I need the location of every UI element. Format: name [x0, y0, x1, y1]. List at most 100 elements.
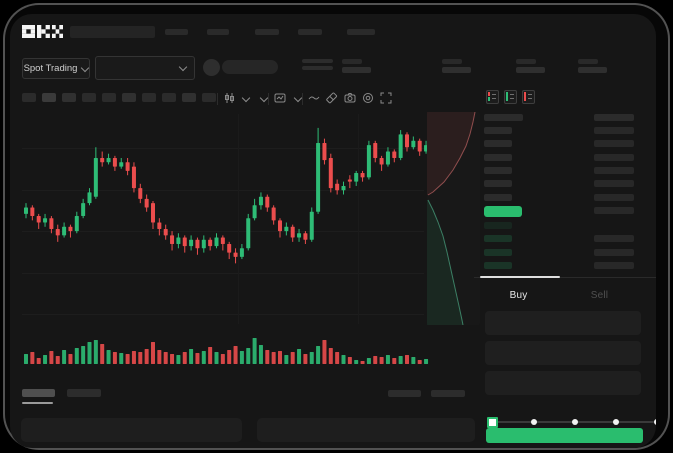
bid-row-price-placeholder[interactable]	[484, 261, 512, 269]
stat-label-placeholder	[342, 59, 362, 64]
timeframe-button-placeholder[interactable]	[62, 93, 76, 102]
tab-sell-label: Sell	[590, 289, 609, 301]
market-type-label: Spot Trading	[23, 63, 78, 74]
slider-step-dot[interactable]	[572, 419, 578, 425]
orders-table-placeholder-left	[21, 418, 242, 442]
timeframe-button-placeholder[interactable]	[22, 93, 36, 102]
chevron-down-icon[interactable]	[259, 93, 269, 103]
ask-row-amount-placeholder[interactable]	[594, 166, 634, 174]
timeframe-button-placeholder[interactable]	[142, 93, 156, 102]
timeframe-button-placeholder[interactable]	[42, 93, 56, 102]
bids-only-icon[interactable]	[504, 90, 517, 104]
chevron-down-icon[interactable]	[241, 93, 251, 103]
timeframe-button-placeholder[interactable]	[182, 93, 196, 102]
settings-icon[interactable]	[362, 92, 374, 104]
brand-text-placeholder	[70, 26, 155, 38]
ask-row-amount-placeholder[interactable]	[594, 153, 634, 161]
fullscreen-icon[interactable]	[380, 92, 392, 104]
market-type-selector[interactable]: Spot Trading	[22, 58, 90, 79]
trade-panel-divider	[474, 277, 656, 278]
camera-snapshot-icon[interactable]	[344, 92, 356, 104]
bottom-tab-order-history[interactable]	[67, 389, 101, 397]
bid-row-price-placeholder[interactable]	[484, 248, 512, 256]
bottom-tab-open-orders[interactable]	[22, 389, 55, 397]
nav-item-placeholder[interactable]	[298, 29, 322, 35]
tab-buy-label: Buy	[509, 289, 528, 301]
ask-row-price-placeholder[interactable]	[484, 140, 512, 148]
pair-name-placeholder	[222, 60, 278, 74]
depth-chart	[427, 112, 476, 325]
gridline-vertical	[358, 114, 359, 324]
gridline-vertical	[238, 114, 239, 324]
ask-row-price-placeholder[interactable]	[484, 180, 512, 188]
timeframe-button-placeholder[interactable]	[122, 93, 136, 102]
nav-item-placeholder[interactable]	[255, 29, 279, 35]
order-input-placeholder[interactable]	[485, 371, 641, 395]
slider-step-dot[interactable]	[531, 419, 537, 425]
slider-step-dot[interactable]	[613, 419, 619, 425]
depth-strip-bg	[427, 112, 480, 325]
pair-selector-dropdown[interactable]	[95, 56, 195, 80]
timeframe-button-placeholder[interactable]	[202, 93, 216, 102]
ask-row-price-placeholder[interactable]	[484, 127, 512, 134]
active-tab-indicator	[480, 276, 560, 278]
orderbook-col-header-price	[484, 114, 523, 121]
order-input-placeholder[interactable]	[485, 341, 641, 365]
gridline-horizontal	[22, 190, 424, 191]
stat-value-placeholder	[578, 67, 607, 73]
bottom-action-placeholder-2[interactable]	[431, 390, 465, 397]
bid-row-amount-placeholder[interactable]	[594, 248, 634, 256]
volume-bars	[24, 338, 429, 364]
stat-value-placeholder	[442, 67, 471, 73]
chevron-down-icon	[178, 62, 188, 72]
combined-book-icon[interactable]	[486, 90, 499, 104]
okx-logo	[22, 25, 63, 38]
pair-avatar[interactable]	[203, 59, 220, 76]
orders-table-placeholder-right	[257, 418, 475, 442]
gridline-horizontal	[22, 314, 424, 315]
ask-row-price-placeholder[interactable]	[484, 193, 512, 201]
order-input-placeholder[interactable]	[485, 311, 641, 335]
gridline-horizontal	[22, 273, 424, 274]
last-price-amount-placeholder	[594, 207, 634, 214]
timeframe-button-placeholder[interactable]	[162, 93, 176, 102]
stat-value-placeholder	[342, 67, 371, 73]
tab-buy[interactable]: Buy	[478, 286, 559, 304]
ask-row-amount-placeholder[interactable]	[594, 140, 634, 148]
bid-row-price-placeholder[interactable]	[484, 235, 512, 243]
stat-label-placeholder	[442, 59, 462, 64]
last-price-highlight[interactable]	[484, 206, 522, 217]
tab-sell[interactable]: Sell	[559, 286, 640, 304]
candlestick-style-icon[interactable]	[224, 92, 235, 104]
ask-row-price-placeholder[interactable]	[484, 166, 512, 174]
slider-handle-active[interactable]	[487, 417, 498, 428]
slider-step-dot[interactable]	[654, 419, 656, 425]
bid-row-amount-placeholder[interactable]	[594, 235, 634, 243]
line-tool-icon[interactable]	[308, 92, 320, 104]
asks-only-icon[interactable]	[522, 90, 535, 104]
bid-row-amount-placeholder[interactable]	[594, 261, 634, 269]
ask-row-amount-placeholder[interactable]	[594, 180, 634, 188]
candlestick-chart[interactable]	[22, 112, 430, 330]
amount-slider[interactable]	[487, 417, 656, 428]
ask-row-amount-placeholder[interactable]	[594, 193, 634, 201]
app-window: Spot Trading	[10, 14, 656, 448]
timeframe-button-placeholder[interactable]	[102, 93, 116, 102]
ask-row-amount-placeholder[interactable]	[594, 127, 634, 134]
ask-row-price-placeholder[interactable]	[484, 153, 512, 161]
indicators-icon[interactable]	[274, 92, 286, 104]
chevron-down-icon[interactable]	[293, 93, 303, 103]
nav-item-placeholder[interactable]	[207, 29, 229, 35]
submit-order-button[interactable]	[486, 428, 643, 443]
eraser-tool-icon[interactable]	[326, 92, 338, 104]
timeframe-button-placeholder[interactable]	[82, 93, 96, 102]
bid-row-price-placeholder[interactable]	[484, 222, 512, 229]
bottom-active-tab-underline	[22, 402, 53, 404]
stat-value-placeholder	[516, 67, 545, 73]
bottom-action-placeholder-1[interactable]	[388, 390, 421, 397]
nav-item-placeholder[interactable]	[165, 29, 188, 35]
nav-item-placeholder[interactable]	[347, 29, 375, 35]
stat-label-placeholder	[578, 59, 598, 64]
price-placeholder	[302, 59, 333, 63]
